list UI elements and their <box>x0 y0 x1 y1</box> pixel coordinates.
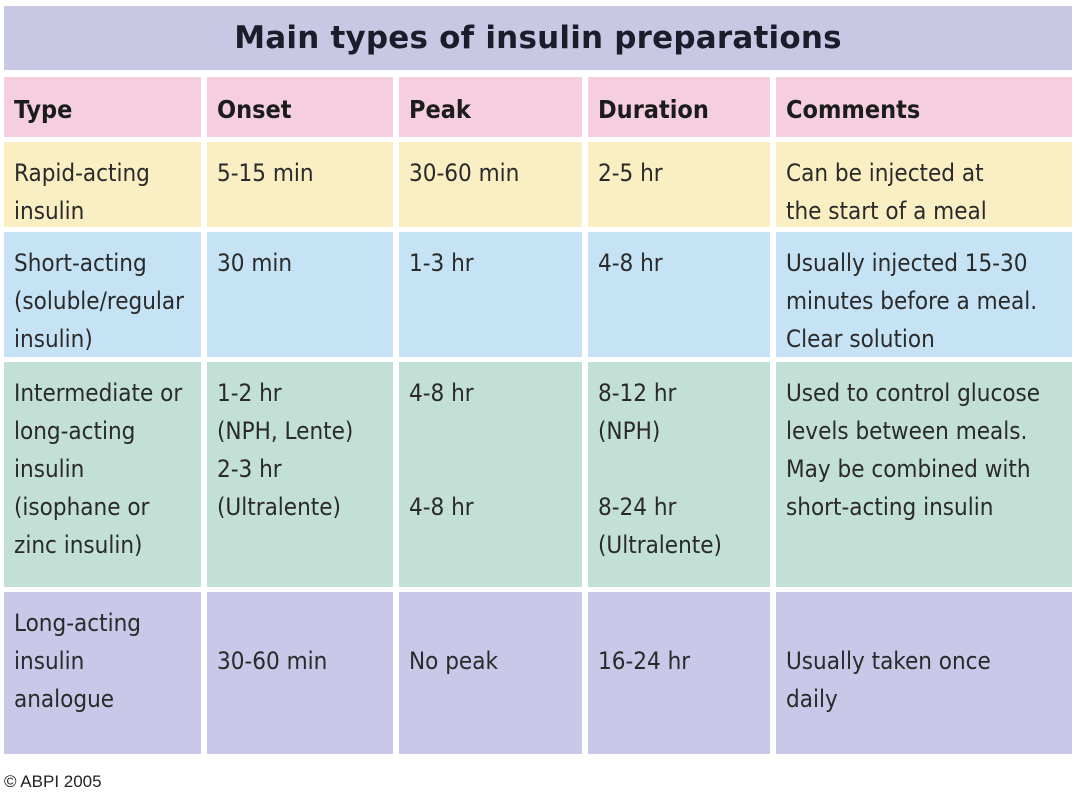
cell-text-line: (NPH, Lente) <box>217 417 354 445</box>
cell-text-line: 30 min <box>217 249 293 277</box>
cell-text-line <box>409 604 572 642</box>
table-cell-duration: 2-5 hr <box>588 142 770 227</box>
cell-text-line: 1-3 hr <box>409 249 474 277</box>
table-cell-duration: 16-24 hr <box>588 592 770 754</box>
table-cell-onset: 30-60 min <box>207 592 393 754</box>
column-header-onset: Onset <box>207 77 393 137</box>
cell-text-line: Short-acting <box>14 249 147 277</box>
table-title: Main types of insulin preparations <box>234 20 842 56</box>
column-header-label: Comments <box>786 95 921 124</box>
table-cell-peak: 1-3 hr <box>399 232 582 357</box>
cell-text-line: levels between meals. <box>786 417 1028 445</box>
table-title-bar: Main types of insulin preparations <box>4 6 1072 70</box>
table-cell-onset: 30 min <box>207 232 393 357</box>
cell-text-line <box>217 604 383 642</box>
column-header-label: Peak <box>409 95 471 124</box>
column-header-type: Type <box>4 77 201 137</box>
cell-text-line <box>598 450 760 488</box>
table-cell-onset: 5-15 min <box>207 142 393 227</box>
cell-text-line: 2-5 hr <box>598 159 663 187</box>
column-header-peak: Peak <box>399 77 582 137</box>
table-cell-peak: 4-8 hr 4-8 hr <box>399 362 582 587</box>
column-header-label: Onset <box>217 95 292 124</box>
cell-text-line: (Ultralente) <box>598 531 722 559</box>
table-cell-comments: Usually injected 15-30 minutes before a m… <box>776 232 1072 357</box>
table-cell-onset: 1-2 hr (NPH, Lente) 2-3 hr (Ultralente) <box>207 362 393 587</box>
cell-text-line: May be combined with <box>786 455 1031 483</box>
cell-text-line: 30-60 min <box>409 159 520 187</box>
table-cell-peak: No peak <box>399 592 582 754</box>
cell-text-line: 4-8 hr <box>409 379 474 407</box>
table-cell-comments: Usually taken once daily <box>776 592 1072 754</box>
cell-text-line: (isophane or <box>14 493 150 521</box>
table-cell-type: Intermediate or long-acting insulin (isopha… <box>4 362 201 587</box>
cell-text-line: minutes before a meal. <box>786 287 1038 315</box>
cell-text-line: daily <box>786 685 838 713</box>
cell-text-line <box>598 604 760 642</box>
cell-text-line: No peak <box>409 647 498 675</box>
cell-text-line <box>409 412 572 450</box>
column-header-label: Type <box>14 95 73 124</box>
copyright-footer: © ABPI 2005 <box>4 772 102 791</box>
cell-text-line: Long-acting <box>14 609 141 637</box>
column-header-duration: Duration <box>588 77 770 137</box>
cell-text-line: 4-8 hr <box>598 249 663 277</box>
column-header-label: Duration <box>598 95 709 124</box>
cell-text-line <box>786 604 1062 642</box>
cell-text-line: Usually injected 15-30 <box>786 249 1028 277</box>
cell-text-line: 1-2 hr <box>217 379 282 407</box>
table-cell-type: Short-acting (soluble/regular insulin) <box>4 232 201 357</box>
cell-text-line: 5-15 min <box>217 159 314 187</box>
table-cell-type: Long-acting insulin analogue <box>4 592 201 754</box>
table-cell-comments: Used to control glucose levels between me… <box>776 362 1072 587</box>
cell-text-line: insulin) <box>14 325 93 353</box>
table-cell-duration: 8-12 hr (NPH) 8-24 hr (Ultralente) <box>588 362 770 587</box>
column-header-comments: Comments <box>776 77 1072 137</box>
cell-text-line: (Ultralente) <box>217 493 341 521</box>
cell-text-line: Can be injected at <box>786 159 984 187</box>
cell-text-line: 30-60 min <box>217 647 328 675</box>
cell-text-line: 8-24 hr <box>598 493 677 521</box>
cell-text-line: Clear solution <box>786 325 935 353</box>
cell-text-line: Usually taken once <box>786 647 991 675</box>
cell-text-line: 8-12 hr <box>598 379 677 407</box>
cell-text-line: 16-24 hr <box>598 647 691 675</box>
cell-text-line: (NPH) <box>598 417 661 445</box>
table-cell-comments: Can be injected at the start of a meal <box>776 142 1072 227</box>
cell-text-line: insulin <box>14 455 85 483</box>
cell-text-line <box>409 450 572 488</box>
cell-text-line: zinc insulin) <box>14 531 143 559</box>
cell-text-line: long-acting <box>14 417 136 445</box>
cell-text-line: (soluble/regular <box>14 287 184 315</box>
cell-text-line: insulin analogue <box>14 647 115 713</box>
cell-text-line: Rapid-acting <box>14 159 150 187</box>
cell-text-line: the start of a meal <box>786 197 987 225</box>
table-cell-duration: 4-8 hr <box>588 232 770 357</box>
table-cell-peak: 30-60 min <box>399 142 582 227</box>
cell-text-line: short-acting insulin <box>786 493 994 521</box>
cell-text-line: 4-8 hr <box>409 493 474 521</box>
cell-text-line: Intermediate or <box>14 379 183 407</box>
cell-text-line: 2-3 hr <box>217 455 282 483</box>
cell-text-line: Used to control glucose <box>786 379 1041 407</box>
